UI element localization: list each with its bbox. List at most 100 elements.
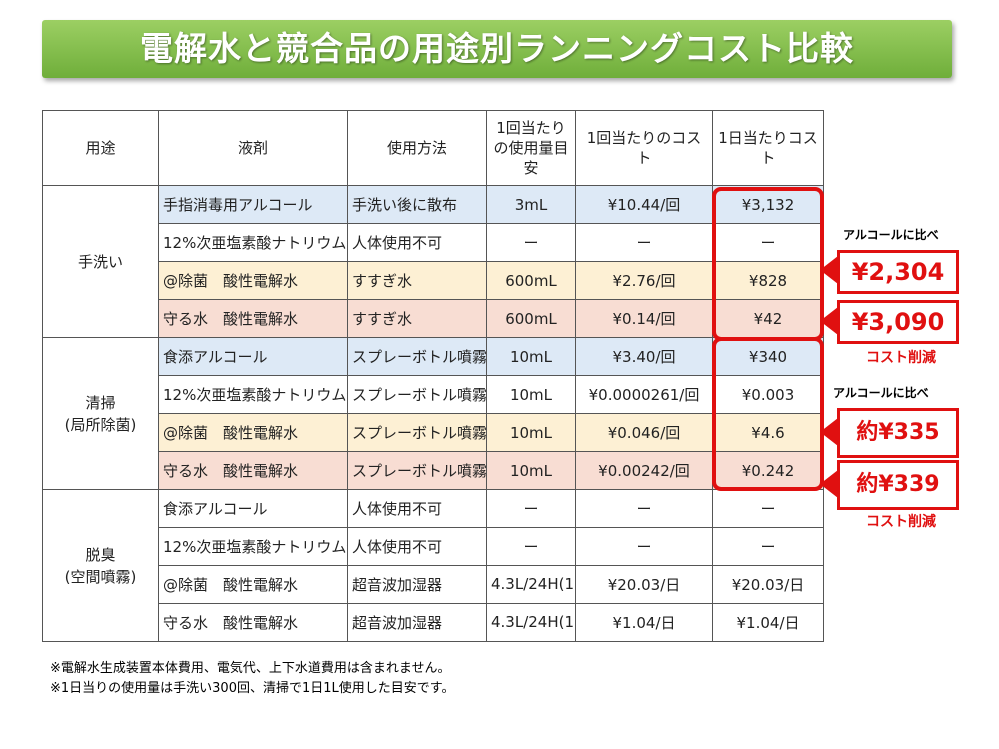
agent-cell: 手指消毒用アルコール xyxy=(158,185,348,224)
page-title: 電解水と競合品の用途別ランニングコスト比較 xyxy=(140,29,854,68)
per-day-cost-cell: ¥3,132 xyxy=(712,185,824,224)
per-day-cost-cell: ¥20.03/日 xyxy=(712,565,824,604)
reduction-label-2: コスト削減 xyxy=(866,514,936,530)
per-use-cost-cell: ¥0.0000261/回 xyxy=(575,375,713,414)
per-day-cost-cell: ¥340 xyxy=(712,337,824,376)
table-row: 手洗い 手指消毒用アルコール 手洗い後に散布 3mL ¥10.44/回 ¥3,1… xyxy=(42,185,824,338)
per-day-cost-cell: ー xyxy=(712,489,824,528)
per-day-cost-cell: ¥0.242 xyxy=(712,451,824,490)
method-cell: スプレーボトル噴霧 xyxy=(347,413,487,452)
agent-cell: 12%次亜塩素酸ナトリウム剤 xyxy=(158,375,348,414)
title-banner: 電解水と競合品の用途別ランニングコスト比較 xyxy=(42,20,952,78)
header-per-day-cost: 1日当たりコスト xyxy=(712,110,824,186)
header-per-use-cost: 1回当たりのコスト xyxy=(575,110,713,186)
per-use-cost-cell: ¥1.04/日 xyxy=(575,603,713,642)
agent-cell: 12%次亜塩素酸ナトリウム剤 xyxy=(158,527,348,566)
arrow-icon xyxy=(820,307,838,335)
arrow-icon xyxy=(820,470,838,498)
amount-cell: 600mL xyxy=(486,299,576,338)
method-cell: 人体使用不可 xyxy=(347,527,487,566)
reduction-label-1: コスト削減 xyxy=(866,350,936,366)
per-day-cost-cell: ー xyxy=(712,527,824,566)
saving-badge-1a: ¥2,304 xyxy=(837,250,959,294)
saving-badge-2b: 約¥339 xyxy=(837,460,959,510)
header-row: 用途 液剤 使用方法 1回当たりの使用量目安 1回当たりのコスト 1日当たりコス… xyxy=(42,110,824,186)
method-cell: 超音波加湿器 xyxy=(347,603,487,642)
compare-label-1: アルコールに比べ xyxy=(843,228,939,242)
amount-cell: 600mL xyxy=(486,261,576,300)
per-day-cost-cell: ¥828 xyxy=(712,261,824,300)
agent-cell: @除菌 酸性電解水 xyxy=(158,413,348,452)
amount-cell: 10mL xyxy=(486,413,576,452)
per-use-cost-cell: ¥20.03/日 xyxy=(575,565,713,604)
table-row: 守る水 酸性電解水 すすぎ水 600mL ¥0.14/回 ¥42 xyxy=(43,299,824,338)
amount-cell: ー xyxy=(486,527,576,566)
table-row: 脱臭 (空間噴霧) 食添アルコール 人体使用不可 ー ー ー xyxy=(42,489,824,642)
saving-badge-2a: 約¥335 xyxy=(837,408,959,458)
table-row: 12%次亜塩素酸ナトリウム剤 スプレーボトル噴霧 10mL ¥0.0000261… xyxy=(43,375,824,414)
table-row: @除菌 酸性電解水 超音波加湿器 4.3L/24H(180mL×24h) ¥20… xyxy=(43,565,824,604)
agent-cell: 守る水 酸性電解水 xyxy=(158,299,348,338)
per-use-cost-cell: ー xyxy=(575,527,713,566)
amount-cell: 10mL xyxy=(486,451,576,490)
per-day-cost-cell: ¥4.6 xyxy=(712,413,824,452)
highlight-box-cleaning xyxy=(712,337,824,491)
per-day-cost-cell: ¥1.04/日 xyxy=(712,603,824,642)
usage-cell: 脱臭 (空間噴霧) xyxy=(42,489,159,642)
per-use-cost-cell: ¥10.44/回 xyxy=(575,185,713,224)
agent-cell: 守る水 酸性電解水 xyxy=(158,451,348,490)
amount-cell: 4.3L/24H(180mL×24h) xyxy=(486,603,576,642)
per-use-cost-cell: ¥0.00242/回 xyxy=(575,451,713,490)
usage-cell: 清掃 (局所除菌) xyxy=(42,337,159,490)
method-cell: スプレーボトル噴霧 xyxy=(347,451,487,490)
method-cell: スプレーボトル噴霧 xyxy=(347,337,487,376)
method-cell: 人体使用不可 xyxy=(347,223,487,262)
saving-badge-1b: ¥3,090 xyxy=(837,300,959,344)
table-row: 守る水 酸性電解水 スプレーボトル噴霧 10mL ¥0.00242/回 ¥0.2… xyxy=(43,451,824,490)
agent-cell: 食添アルコール xyxy=(158,489,348,528)
per-use-cost-cell: ¥2.76/回 xyxy=(575,261,713,300)
table-row: 清掃 (局所除菌) 食添アルコール スプレーボトル噴霧 10mL ¥3.40/回… xyxy=(42,337,824,490)
amount-cell: 4.3L/24H(180mL×24h) xyxy=(486,565,576,604)
method-cell: スプレーボトル噴霧 xyxy=(347,375,487,414)
method-cell: すすぎ水 xyxy=(347,299,487,338)
table-row: @除菌 酸性電解水 すすぎ水 600mL ¥2.76/回 ¥828 xyxy=(43,261,824,300)
amount-cell: ー xyxy=(486,223,576,262)
header-amount: 1回当たりの使用量目安 xyxy=(486,110,576,186)
per-day-cost-cell: ¥42 xyxy=(712,299,824,338)
table-row: 12%次亜塩素酸ナトリウム剤 人体使用不可 ー ー ー xyxy=(43,527,824,566)
method-cell: すすぎ水 xyxy=(347,261,487,300)
footnote: ※電解水生成装置本体費用、電気代、上下水道費用は含まれません。 xyxy=(50,661,451,676)
footnote: ※1日当りの使用量は手洗い300回、清掃で1日1L使用した目安です。 xyxy=(50,681,455,696)
header-method: 使用方法 xyxy=(347,110,487,186)
amount-cell: 10mL xyxy=(486,375,576,414)
agent-cell: 守る水 酸性電解水 xyxy=(158,603,348,642)
table-row: 12%次亜塩素酸ナトリウム剤 人体使用不可 ー ー ー xyxy=(43,223,824,262)
method-cell: 人体使用不可 xyxy=(347,489,487,528)
header-agent: 液剤 xyxy=(158,110,348,186)
arrow-icon xyxy=(820,256,838,284)
per-use-cost-cell: ¥0.14/回 xyxy=(575,299,713,338)
method-cell: 手洗い後に散布 xyxy=(347,185,487,224)
arrow-icon xyxy=(820,418,838,446)
cost-comparison-table: 用途 液剤 使用方法 1回当たりの使用量目安 1回当たりのコスト 1日当たりコス… xyxy=(42,110,824,642)
method-cell: 超音波加湿器 xyxy=(347,565,487,604)
usage-cell: 手洗い xyxy=(42,185,159,338)
amount-cell: ー xyxy=(486,489,576,528)
compare-label-2: アルコールに比べ xyxy=(833,386,929,400)
agent-cell: 食添アルコール xyxy=(158,337,348,376)
table-row: 守る水 酸性電解水 超音波加湿器 4.3L/24H(180mL×24h) ¥1.… xyxy=(43,603,824,642)
amount-cell: 10mL xyxy=(486,337,576,376)
per-use-cost-cell: ー xyxy=(575,223,713,262)
per-use-cost-cell: ¥0.046/回 xyxy=(575,413,713,452)
per-use-cost-cell: ¥3.40/回 xyxy=(575,337,713,376)
per-day-cost-cell: ¥0.003 xyxy=(712,375,824,414)
table-row: @除菌 酸性電解水 スプレーボトル噴霧 10mL ¥0.046/回 ¥4.6 xyxy=(43,413,824,452)
amount-cell: 3mL xyxy=(486,185,576,224)
per-use-cost-cell: ー xyxy=(575,489,713,528)
agent-cell: @除菌 酸性電解水 xyxy=(158,261,348,300)
agent-cell: 12%次亜塩素酸ナトリウム剤 xyxy=(158,223,348,262)
highlight-box-handwash xyxy=(712,187,824,341)
agent-cell: @除菌 酸性電解水 xyxy=(158,565,348,604)
header-usage: 用途 xyxy=(42,110,159,186)
